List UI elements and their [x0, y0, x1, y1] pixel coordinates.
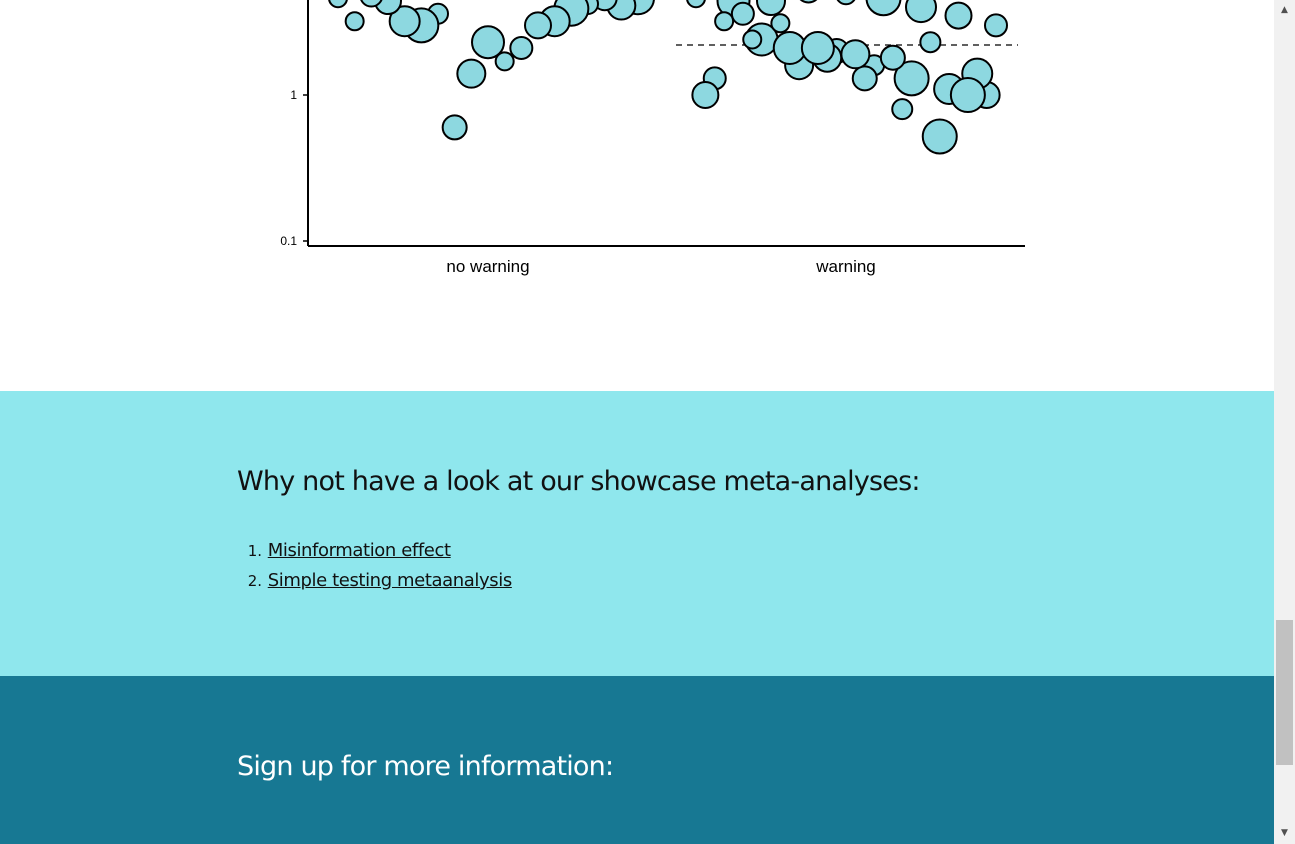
showcase-heading: Why not have a look at our showcase meta…	[237, 466, 920, 497]
data-bubble	[893, 60, 930, 97]
showcase-section	[0, 391, 1274, 676]
data-bubble	[756, 0, 786, 17]
data-bubble	[456, 58, 487, 89]
data-bubble	[686, 0, 706, 9]
data-bubble	[944, 1, 973, 30]
data-bubble	[851, 65, 878, 92]
data-bubble	[865, 0, 902, 17]
data-bubble	[799, 0, 818, 4]
showcase-list: 1. Misinformation effect 2. Simple testi…	[237, 537, 513, 597]
data-bubble	[471, 25, 505, 60]
y-tick-label: 0.1	[280, 234, 297, 248]
scroll-up-arrow-icon[interactable]: ▲	[1281, 5, 1288, 15]
data-bubble	[691, 81, 720, 109]
data-bubble	[494, 51, 515, 72]
chart-section: 1 0.1 no warning warning	[0, 0, 1274, 391]
data-bubble	[879, 44, 906, 71]
simple-testing-metaanalysis-link[interactable]: Simple testing metaanalysis	[267, 570, 512, 591]
showcase-list-item: 1. Misinformation effect	[237, 537, 512, 567]
scroll-down-arrow-icon[interactable]: ▼	[1281, 828, 1288, 838]
data-bubble	[344, 11, 365, 32]
signup-heading: Sign up for more information:	[237, 751, 614, 782]
data-bubble	[836, 0, 856, 6]
list-number: 1.	[247, 542, 262, 560]
data-bubble	[921, 118, 958, 155]
data-bubble	[524, 11, 552, 40]
data-bubble	[800, 30, 835, 65]
data-bubble	[949, 77, 986, 113]
bubble-chart: 1 0.1 no warning warning	[280, 0, 1025, 276]
data-bubble	[509, 35, 534, 60]
data-bubble	[919, 31, 942, 54]
data-bubble	[714, 11, 735, 32]
data-bubble	[891, 98, 914, 121]
list-number: 2.	[247, 572, 262, 590]
x-category-label: no warning	[446, 257, 529, 276]
showcase-list-item: 2. Simple testing metaanalysis	[237, 567, 513, 597]
data-bubble	[770, 13, 791, 34]
data-bubble	[840, 39, 871, 70]
data-bubble	[742, 29, 763, 50]
x-category-label: warning	[815, 257, 876, 276]
data-bubble	[328, 0, 348, 9]
data-bubble	[360, 0, 383, 8]
data-bubble	[984, 13, 1008, 38]
data-bubble	[905, 0, 937, 24]
data-bubble	[441, 114, 468, 141]
scroll-thumb[interactable]	[1276, 620, 1293, 765]
y-tick-label: 1	[290, 88, 297, 102]
vertical-scrollbar[interactable]: ▲ ▼	[1274, 0, 1295, 844]
misinformation-effect-link[interactable]: Misinformation effect	[267, 540, 451, 561]
data-bubble	[388, 5, 421, 38]
data-bubble	[730, 1, 755, 26]
signup-section	[0, 676, 1274, 844]
